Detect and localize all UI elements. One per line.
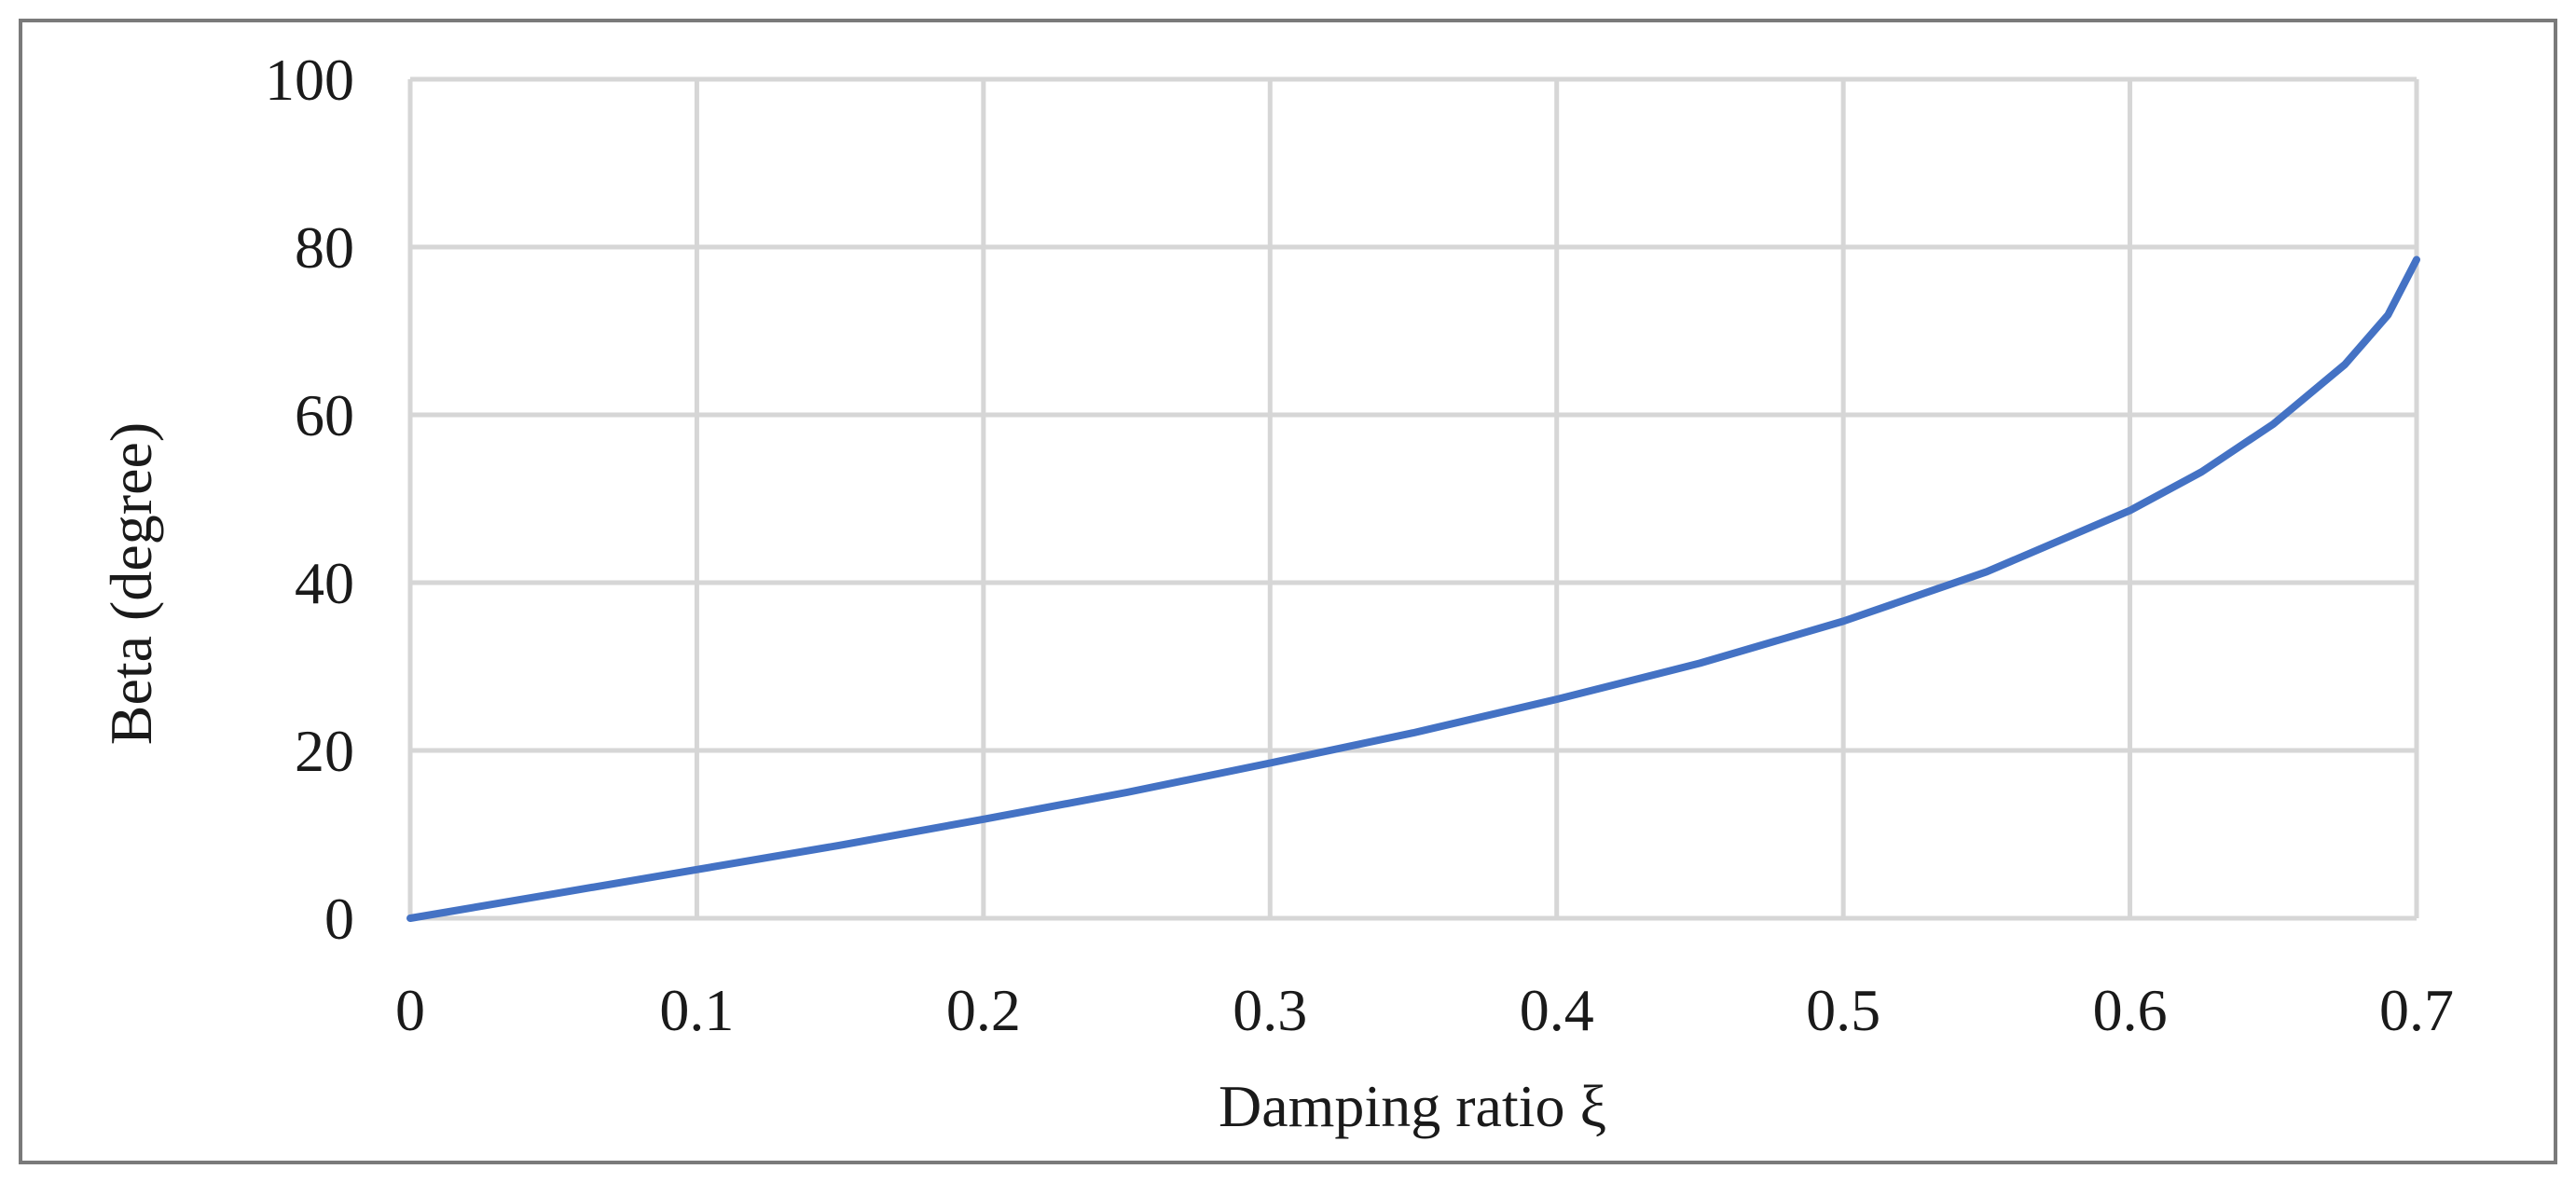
- y-tick-label: 20: [295, 718, 354, 784]
- x-tick-label: 0.3: [1233, 977, 1307, 1043]
- series-line: [406, 255, 2420, 922]
- x-tick-label: 0.1: [659, 977, 734, 1043]
- x-tick-label: 0.6: [2093, 977, 2168, 1043]
- series-group: [406, 255, 2420, 922]
- y-tick-label: 0: [324, 886, 354, 952]
- y-axis-title: Beta (degree): [98, 422, 164, 745]
- x-tick-label: 0.4: [1520, 977, 1594, 1043]
- x-axis-title: Damping ratio ξ: [1219, 1073, 1606, 1139]
- y-tick-label: 80: [295, 214, 354, 281]
- x-tick-label: 0.7: [2379, 977, 2454, 1043]
- x-tick-label: 0.2: [946, 977, 1021, 1043]
- tick-labels: 0 0.1 0.2 0.3 0.4 0.5 0.6 0.7 0 20 40 60 80 100: [265, 47, 2454, 1043]
- x-tick-label: 0.5: [1806, 977, 1880, 1043]
- y-tick-label: 40: [295, 550, 354, 616]
- chart-frame: [19, 19, 2557, 1164]
- y-tick-label: 100: [265, 47, 354, 113]
- x-tick-label: 0: [395, 977, 425, 1043]
- y-tick-label: 60: [295, 382, 354, 448]
- grid: [407, 76, 2419, 921]
